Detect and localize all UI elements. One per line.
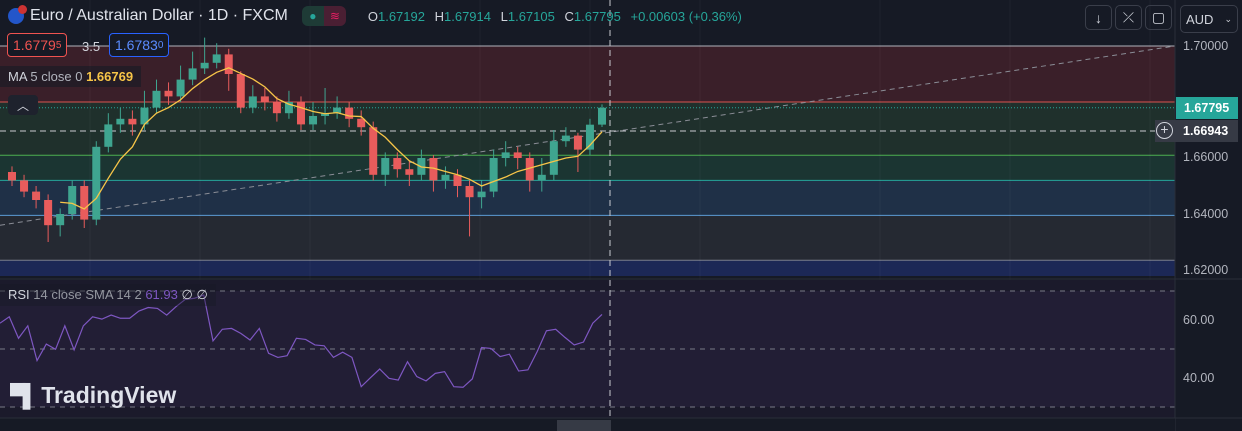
candle-body xyxy=(381,158,390,175)
candle-body xyxy=(152,90,161,108)
rsi-line xyxy=(0,294,603,388)
candle-body xyxy=(44,200,53,226)
buy-button[interactable]: 1.6783 0 xyxy=(109,33,170,57)
candle-body xyxy=(116,118,125,125)
candle-body xyxy=(80,186,89,220)
currency-select[interactable]: AUD ⌄ xyxy=(1180,5,1238,33)
price-zone xyxy=(0,180,1175,216)
candle-body xyxy=(429,158,438,181)
sell-button[interactable]: 1.6779 5 xyxy=(7,33,68,57)
rsi-legend[interactable]: RSI 14 close SMA 14 2 61.93 ∅ ∅ xyxy=(0,284,216,306)
candle-body xyxy=(513,152,522,158)
candle-body xyxy=(309,116,318,125)
rsi-band xyxy=(0,291,1175,407)
tradingview-logo[interactable]: ▀▌ TradingView xyxy=(10,382,177,408)
symbol-title[interactable]: Euro / Australian Dollar · 1D · FXCM xyxy=(30,7,288,24)
tv-logo-icon: ▀▌ xyxy=(10,382,38,408)
market-status[interactable]: ● ≋ xyxy=(301,6,346,26)
candle-body xyxy=(200,62,209,69)
price-zone xyxy=(0,260,1175,276)
candle-body xyxy=(224,54,233,74)
price-tick: 1.62000 xyxy=(1183,263,1229,277)
candle-body xyxy=(369,127,378,175)
price-tick: 1.70000 xyxy=(1183,39,1229,53)
candle-body xyxy=(128,118,137,125)
candle-body xyxy=(537,174,546,181)
rsi-tick: 60.00 xyxy=(1183,313,1215,327)
candle-body xyxy=(20,180,29,192)
price-zone xyxy=(0,155,1175,181)
candle-body xyxy=(465,186,474,198)
candle-body xyxy=(549,141,558,175)
ma-legend[interactable]: MA 5 close 0 1.66769 xyxy=(0,66,142,87)
collapse-icon: ⤫ xyxy=(1122,9,1135,25)
candle-body xyxy=(188,68,197,80)
symbol-header: Euro / Australian Dollar · 1D · FXCM ● ≋ … xyxy=(8,5,748,26)
price-zone xyxy=(0,46,1175,102)
candle-body xyxy=(453,174,462,186)
candle-body xyxy=(357,118,366,128)
candle-body xyxy=(525,158,534,181)
price-tick: 1.66000 xyxy=(1183,150,1229,164)
approx-icon: ≋ xyxy=(323,6,346,26)
spread-value: 3.5 xyxy=(82,39,101,54)
candle-body xyxy=(140,107,149,125)
candle-body xyxy=(561,135,570,142)
eur-aud-flag-icon xyxy=(8,5,27,24)
candle-body xyxy=(92,146,101,220)
add-alert-plus-icon[interactable]: + xyxy=(1156,122,1173,139)
crosshair-price-label: 1.66943 xyxy=(1155,120,1238,142)
candle-body xyxy=(68,186,77,214)
fullscreen-button[interactable]: ▢ xyxy=(1145,5,1172,30)
candle-body xyxy=(393,158,402,170)
candle-body xyxy=(212,54,221,63)
collapse-button[interactable]: ⤫ xyxy=(1115,5,1142,30)
candle-body xyxy=(441,174,450,181)
candle-body xyxy=(164,90,173,97)
price-tick: 1.64000 xyxy=(1183,207,1229,221)
candle-body xyxy=(296,102,305,125)
candle-body xyxy=(573,135,582,150)
rsi-pane xyxy=(0,280,1175,418)
fullscreen-icon: ▢ xyxy=(1151,9,1166,25)
candle-body xyxy=(272,102,281,114)
candle-body xyxy=(321,113,330,116)
current-price-label: 1.67795 xyxy=(1176,97,1238,119)
crosshair-date-label xyxy=(557,420,611,431)
candle-body xyxy=(345,107,354,119)
chevron-down-icon: ⌄ xyxy=(1224,13,1232,24)
candle-body xyxy=(32,191,41,200)
candle-body xyxy=(236,74,245,108)
candle-body xyxy=(248,96,257,108)
candle-body xyxy=(8,172,16,181)
candle-body xyxy=(598,107,606,125)
candle-body xyxy=(284,102,293,114)
chevron-up-icon: ︿ xyxy=(16,98,29,113)
candle-body xyxy=(333,107,342,114)
price-zone xyxy=(0,215,1175,261)
ohlc-readout: O1.67192 H1.67914 L1.67105 C1.67795 +0.0… xyxy=(367,8,742,24)
ma-line xyxy=(60,67,603,210)
candle-body xyxy=(104,124,113,147)
change-value: +0.00603 (+0.36%) xyxy=(630,8,742,24)
candle-body xyxy=(477,191,486,198)
dot-icon: ● xyxy=(301,6,324,26)
arrow-down-icon: ↓ xyxy=(1095,9,1102,26)
collapse-legend-button[interactable]: ︿ xyxy=(8,95,38,115)
candle-body xyxy=(585,124,594,150)
candle-body xyxy=(176,79,185,97)
candle-body xyxy=(405,169,414,175)
rsi-tick: 40.00 xyxy=(1183,371,1215,385)
candle-body xyxy=(260,96,269,102)
candle-body xyxy=(501,152,510,158)
candle-body xyxy=(489,158,498,192)
scroll-down-button[interactable]: ↓ xyxy=(1085,5,1112,30)
candle-body xyxy=(56,214,65,226)
